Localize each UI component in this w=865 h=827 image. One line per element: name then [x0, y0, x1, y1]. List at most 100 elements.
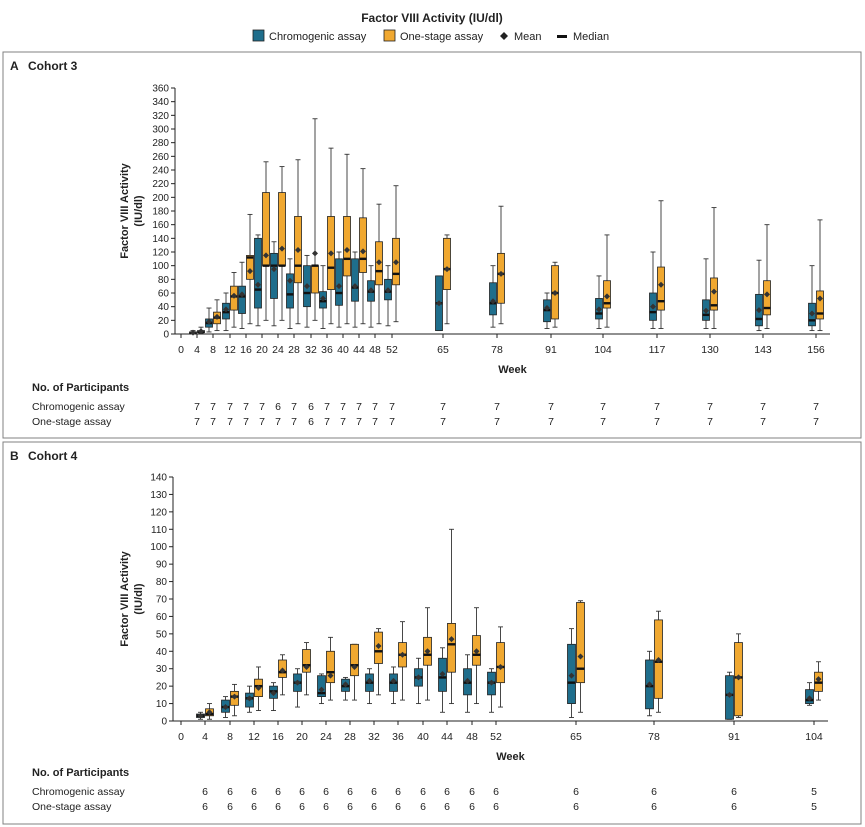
y-tick-label: 200 — [152, 193, 169, 204]
x-tick-label: 28 — [288, 344, 300, 356]
panel-a-plot: 0204060801001201401601802002202402602803… — [32, 84, 830, 428]
x-tick-label: 104 — [805, 731, 823, 743]
participants-count-one_stage: 7 — [356, 416, 362, 428]
y-tick-label: 40 — [156, 647, 168, 658]
mean-marker — [815, 676, 822, 683]
x-tick-label: 40 — [337, 344, 349, 356]
participants-count-one_stage: 6 — [251, 801, 257, 813]
participants-count-one_stage: 7 — [243, 416, 249, 428]
median-marker — [270, 264, 278, 267]
mean-marker — [376, 259, 382, 266]
box-iqr — [317, 675, 326, 698]
y-tick-label: 160 — [152, 220, 169, 231]
participants-count-one_stage: 7 — [760, 416, 766, 428]
mean-marker — [646, 681, 653, 688]
box-chromogenic-week-12 — [245, 685, 254, 713]
mean-marker — [439, 670, 446, 677]
mean-marker — [390, 677, 397, 684]
participants-count-chromogenic: 6 — [308, 401, 314, 413]
mean-marker — [650, 303, 656, 310]
mean-marker — [415, 674, 422, 681]
participants-count-chromogenic: 7 — [356, 401, 362, 413]
box-iqr — [350, 643, 359, 677]
mean-marker — [231, 693, 238, 700]
box-one_stage-week-4 — [205, 703, 214, 720]
participants-count-chromogenic: 7 — [760, 401, 766, 413]
median-marker — [294, 264, 302, 267]
mean-marker — [214, 313, 220, 320]
panel-a-label: A — [10, 59, 19, 73]
participants-count-chromogenic: 7 — [440, 401, 446, 413]
participants-count-one_stage: 7 — [494, 416, 500, 428]
participants-count-chromogenic: 6 — [202, 786, 208, 798]
box-iqr — [254, 237, 262, 309]
box-one_stage-week-78 — [497, 205, 505, 325]
box-chromogenic-week-104 — [595, 275, 603, 329]
participants-count-chromogenic: 6 — [299, 786, 305, 798]
box-iqr — [816, 290, 824, 320]
participants-count-one_stage: 6 — [573, 801, 579, 813]
box-one_stage-week-104 — [603, 234, 611, 328]
mean-marker — [658, 281, 664, 288]
box-one_stage-week-117 — [657, 200, 665, 329]
box-iqr — [496, 642, 505, 684]
mean-marker — [464, 677, 471, 684]
mean-marker — [764, 291, 770, 298]
participants-count-chromogenic: 7 — [372, 401, 378, 413]
participants-count-chromogenic: 6 — [651, 786, 657, 798]
median-marker — [763, 306, 771, 310]
mean-marker — [206, 709, 213, 716]
participants-count-chromogenic: 7 — [707, 401, 713, 413]
box-one_stage-week-36 — [327, 147, 335, 325]
box-chromogenic-week-28 — [286, 258, 294, 329]
median-marker — [423, 653, 432, 656]
y-tick-label: 50 — [156, 629, 168, 640]
y-tick-label: 120 — [150, 507, 167, 518]
x-tick-label: 16 — [272, 731, 284, 743]
mean-marker — [312, 250, 318, 257]
participants-count-chromogenic: 7 — [494, 401, 500, 413]
mean-marker — [231, 292, 237, 299]
participants-header: No. of Participants — [32, 767, 129, 779]
panel-a-title: Cohort 3 — [28, 59, 78, 73]
box-chromogenic-week-12 — [222, 292, 230, 332]
x-axis-title: Week — [498, 364, 527, 376]
mean-marker — [342, 681, 349, 688]
participants-count-chromogenic: 7 — [654, 401, 660, 413]
box-one_stage-week-104 — [814, 661, 823, 701]
mean-marker — [351, 663, 358, 670]
legend-label-median: Median — [573, 31, 609, 43]
participants-count-chromogenic: 6 — [227, 786, 233, 798]
median-marker — [254, 288, 262, 291]
y-tick-label: 280 — [152, 138, 169, 149]
box-one_stage-week-143 — [763, 224, 771, 329]
x-tick-label: 4 — [194, 344, 200, 356]
y-tick-label: 100 — [152, 261, 169, 272]
median-marker — [326, 671, 335, 674]
box-one_stage-week-28 — [350, 643, 359, 701]
x-tick-label: 0 — [178, 344, 184, 356]
median-marker — [335, 291, 343, 295]
box-one_stage-week-4 — [197, 326, 205, 335]
mean-marker — [488, 679, 495, 686]
participants-count-chromogenic: 6 — [731, 786, 737, 798]
mean-marker — [655, 657, 662, 663]
y-tick-label: 40 — [158, 302, 170, 313]
mean-marker — [393, 259, 399, 266]
x-tick-label: 44 — [353, 344, 365, 356]
box-one_stage-week-156 — [816, 219, 824, 332]
y-tick-label: 110 — [151, 525, 167, 536]
box-chromogenic-week-16 — [238, 261, 246, 329]
box-chromogenic-week-91 — [543, 292, 551, 329]
participants-count-chromogenic: 7 — [548, 401, 554, 413]
participants-count-chromogenic: 6 — [323, 786, 329, 798]
mean-marker — [596, 306, 602, 313]
panel-b-title: Cohort 4 — [28, 449, 78, 463]
mean-marker — [271, 266, 277, 273]
mean-marker — [473, 648, 480, 655]
box-one_stage-week-44 — [359, 168, 367, 325]
participants-count-chromogenic: 6 — [420, 786, 426, 798]
mean-marker — [246, 695, 253, 702]
mean-marker — [399, 651, 406, 658]
y-tick-label: 60 — [156, 612, 168, 623]
